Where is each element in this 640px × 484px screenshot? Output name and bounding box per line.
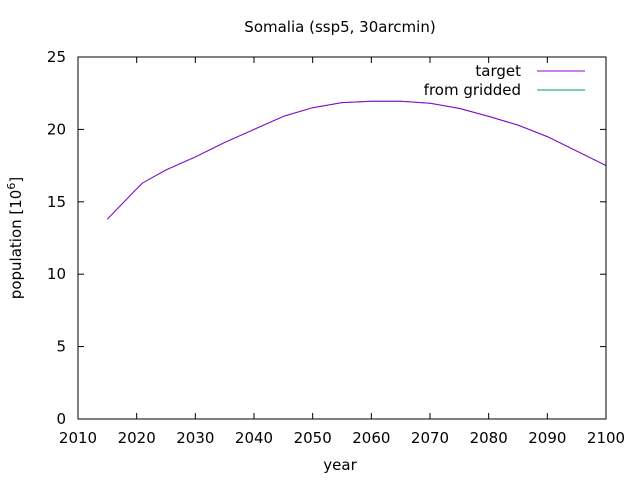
x-tick-label: 2060 [352,429,390,447]
legend-label-target: target [475,62,521,80]
plot-frame [77,56,607,420]
x-axis-label: year [323,456,357,474]
legend-label-from-gridded: from gridded [424,81,521,99]
x-tick-label: 2070 [411,429,449,447]
x-tick-label: 2050 [294,429,332,447]
axis-ticks: 2010 2020 2030 2040 2050 2060 2070 2080 2090 2100… [47,48,625,447]
y-tick-label: 25 [47,48,66,66]
x-tick-label: 2090 [528,429,566,447]
chart-title: Somalia (ssp5, 30arcmin) [244,18,435,36]
y-axis-label: population [106] [5,177,25,299]
x-tick-label: 2040 [235,429,273,447]
x-tick-label: 2020 [118,429,156,447]
y-tick-label: 0 [56,410,66,428]
y-tick-label: 20 [47,120,66,138]
y-axis-label-exponent: 6 [5,183,18,190]
y-axis-label-close: ] [7,177,25,183]
series-lines [106,100,607,220]
x-tick-label: 2010 [59,429,97,447]
y-tick-label: 10 [47,265,66,283]
y-axis-label-main: population [10 [7,190,25,300]
x-tick-label: 2100 [587,429,625,447]
x-tick-label: 2030 [176,429,214,447]
series-line-target [106,100,607,220]
x-tick-label: 2080 [470,429,508,447]
y-tick-label: 5 [56,338,66,356]
y-tick-label: 15 [47,193,66,211]
